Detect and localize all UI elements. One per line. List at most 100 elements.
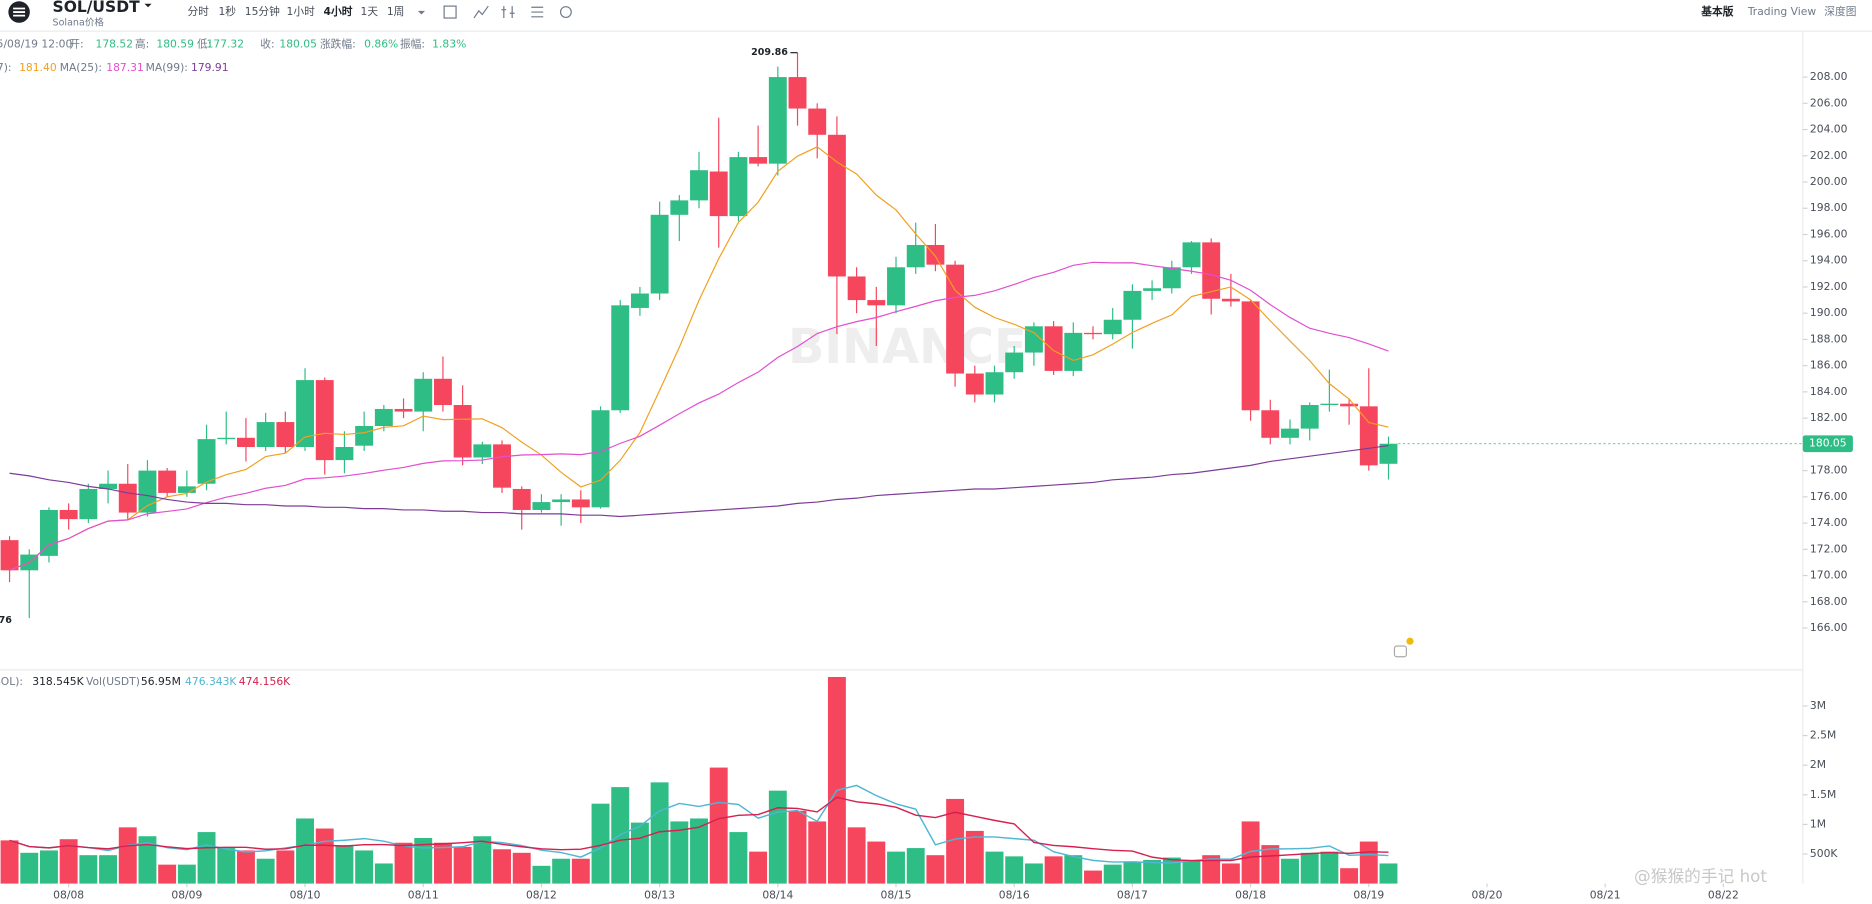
interval[interactable]: 15分钟 (245, 5, 280, 18)
candle-body (394, 408, 413, 412)
y-tick-label: 192.00 (1810, 280, 1848, 293)
change-label: 涨跌幅: (320, 37, 356, 50)
volume-bar (867, 841, 886, 884)
candle-body (729, 157, 748, 217)
candle-body (1143, 288, 1162, 291)
volume-bar (276, 850, 295, 884)
interval[interactable]: 1秒 (218, 5, 236, 18)
tool-icon[interactable] (501, 6, 515, 19)
volume-bar (414, 838, 433, 884)
logo-mark (13, 7, 26, 17)
volume-bar (630, 822, 649, 884)
ma-line (9, 146, 1389, 571)
candle-body (552, 499, 571, 503)
candle-body (1123, 290, 1142, 320)
y-tick-label: 184.00 (1810, 385, 1848, 398)
candle-body (335, 446, 354, 461)
ohlc-value: 177.32 (207, 37, 245, 50)
volume-bar (99, 855, 118, 884)
volume-bar (1064, 855, 1083, 884)
candle-body (1379, 443, 1398, 464)
volume-bar (965, 830, 984, 884)
symbol: SOL/USDT (53, 0, 141, 16)
candle-body (158, 470, 177, 493)
candle-body (985, 372, 1004, 395)
volume-bar (79, 855, 98, 884)
candle-body (532, 502, 551, 510)
volume-bar (374, 863, 393, 884)
candle-body (433, 378, 452, 406)
volume-bar (1300, 852, 1319, 884)
note-icon[interactable] (1393, 645, 1407, 658)
tool-icon[interactable] (559, 6, 572, 19)
y-tick-label: 168.00 (1810, 595, 1848, 608)
volume-bar (670, 821, 689, 884)
y-tick-label: 206.00 (1810, 96, 1848, 109)
volume-bar (217, 848, 236, 884)
x-tick-label: 08/17 (1117, 889, 1148, 902)
volume-bar (1143, 859, 1162, 884)
volume-bar (827, 677, 846, 884)
candle-body (887, 267, 905, 306)
ma-label: MA(99): (146, 61, 188, 74)
watermark: BINANCE (788, 320, 1027, 375)
candle-body (453, 405, 472, 458)
x-tick-label: 08/09 (171, 889, 202, 902)
interval[interactable]: 分时 (187, 5, 209, 18)
ohlc-value: 178.52 (96, 37, 134, 50)
volume-bar (690, 818, 708, 884)
volume-bar (709, 767, 728, 884)
volume-bar (768, 790, 787, 884)
interval[interactable]: 1天 (361, 5, 379, 18)
tool-icon[interactable] (443, 5, 457, 19)
candle-body (39, 509, 58, 556)
candle-body (926, 244, 945, 265)
y-tick-label: 194.00 (1810, 254, 1848, 267)
interval[interactable]: 1小时 (287, 5, 316, 18)
y-tick-label: 188.00 (1810, 332, 1848, 345)
interval[interactable]: 1周 (387, 5, 405, 18)
candle-body (847, 276, 866, 301)
volume-bar (0, 840, 19, 884)
candle-body (59, 509, 78, 520)
candle-body (0, 540, 19, 571)
x-tick-label: 08/15 (881, 889, 912, 902)
change-value: 0.86% (364, 37, 398, 50)
volume-bar (1005, 856, 1024, 884)
ma-value: 187.31 (106, 61, 144, 74)
x-tick-label: 08/18 (1235, 889, 1266, 902)
interval[interactable]: 4小时 (324, 5, 353, 18)
amplitude-label: 振幅: (400, 37, 425, 50)
volume-bar (473, 836, 492, 884)
volume-bar (433, 842, 452, 884)
candle-body (1300, 405, 1319, 429)
candle-body (808, 108, 827, 135)
tool-icon[interactable] (473, 5, 489, 19)
y-tick-label: 202.00 (1810, 149, 1848, 162)
x-tick-label: 08/21 (1590, 889, 1621, 902)
volume-bar (1221, 863, 1240, 884)
dropdown-icon[interactable] (144, 3, 152, 8)
view-tab[interactable]: 基本版 (1700, 5, 1733, 18)
candle-body (591, 410, 610, 508)
vol-value: 318.545K (32, 675, 84, 688)
volume-bar (1182, 859, 1201, 884)
candle-body (788, 77, 807, 109)
candle-body (256, 422, 275, 447)
volume-bar (591, 803, 610, 884)
view-tab[interactable]: 深度图 (1824, 5, 1856, 18)
volume-bar (1202, 855, 1221, 884)
y-tick-label: 204.00 (1810, 123, 1848, 136)
volume-bar (394, 842, 413, 884)
volume-bar (493, 849, 511, 884)
candle-body (1202, 242, 1221, 299)
candle-body (749, 157, 768, 164)
candle-body (630, 293, 649, 308)
candle-body (768, 77, 787, 164)
tool-icon[interactable] (531, 6, 544, 18)
volume-bar (552, 858, 571, 884)
view-tab[interactable]: Trading View (1747, 5, 1816, 18)
y-tick-label: 200.00 (1810, 175, 1848, 188)
more-intervals[interactable] (417, 10, 426, 15)
volume-tick-label: 1.5M (1810, 788, 1836, 801)
